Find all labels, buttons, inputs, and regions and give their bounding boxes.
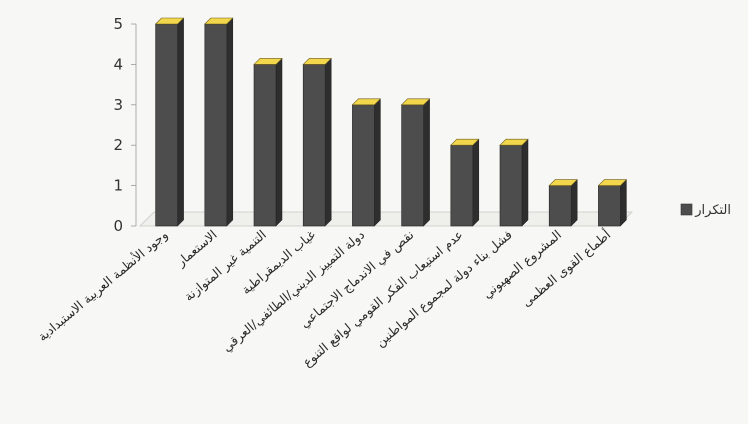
bar: [204, 17, 234, 227]
y-tick-label: 3: [113, 96, 123, 114]
bar: [302, 57, 332, 227]
bar: [154, 17, 185, 227]
bar: [597, 178, 628, 227]
bar: [499, 138, 529, 227]
bar: [351, 98, 382, 227]
x-category-label: الاستعمار: [173, 227, 221, 271]
bar: [253, 57, 283, 227]
x-axis-labels: وجود الأنظمة العربية الاستبدادية الاستعما…: [35, 226, 614, 370]
legend: التكرار: [680, 203, 731, 218]
y-tick-label: 0: [113, 217, 123, 235]
y-tick-label: 1: [113, 177, 123, 195]
y-axis: 0 1 2 3 4 5: [113, 15, 137, 235]
y-tick-label: 2: [113, 136, 123, 154]
bars: [154, 17, 628, 227]
bar: [548, 178, 578, 227]
bar: [450, 138, 480, 227]
legend-label: التكرار: [694, 203, 731, 218]
x-category-label: وجود الأنظمة العربية الاستبدادية: [35, 227, 171, 345]
legend-swatch: [680, 203, 693, 216]
y-tick-label: 5: [113, 15, 123, 33]
bar: [400, 98, 431, 227]
x-category-label: التنمية غير المتوازنة: [181, 227, 270, 305]
y-tick-label: 4: [113, 55, 123, 73]
x-category-label: أطماع القوى العظمى: [518, 226, 614, 310]
